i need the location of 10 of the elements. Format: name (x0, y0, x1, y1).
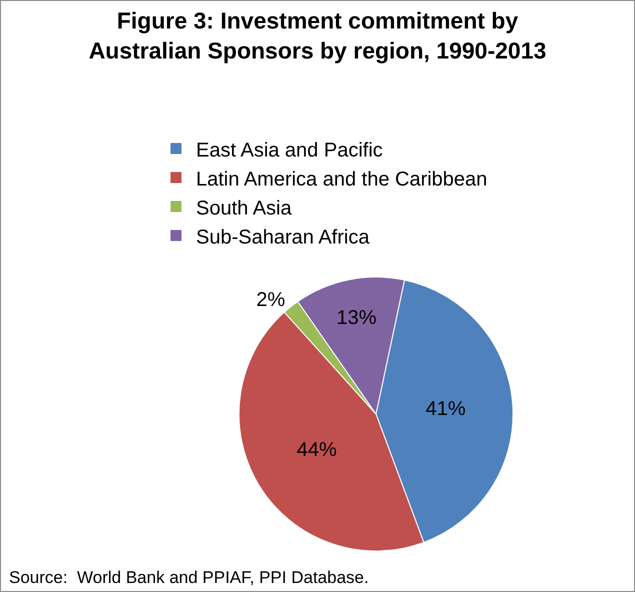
data-label: 44% (296, 438, 338, 461)
data-label: 41% (426, 398, 466, 420)
legend-label: Latin America and the Caribbean (196, 168, 488, 190)
legend-label: East Asia and Pacific (196, 139, 383, 162)
source-note: Source: World Bank and PPIAF, PPI Database. (9, 568, 369, 587)
chart-title: Figure 3: Investment commitment by Australian Sponsors by region, 1990-2013 (88, 8, 546, 64)
data-label: 13% (336, 306, 377, 329)
legend-label: South Asia (196, 197, 292, 220)
legend-label: Sub-Saharan Africa (196, 226, 370, 248)
data-label: 2% (256, 288, 286, 311)
